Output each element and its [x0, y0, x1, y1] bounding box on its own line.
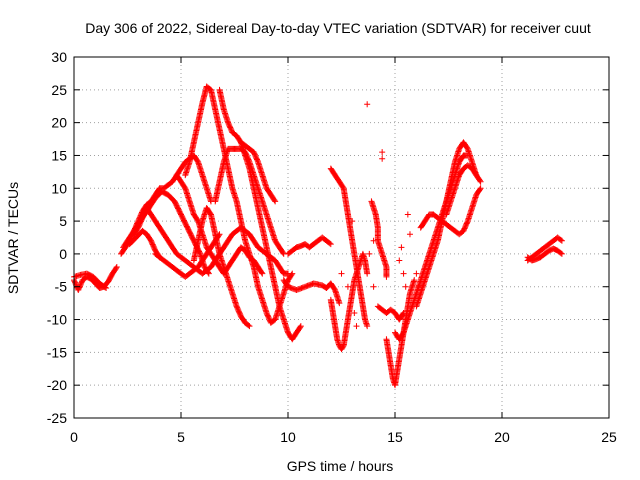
data-point [398, 244, 405, 251]
data-point [103, 285, 110, 292]
data-point [558, 237, 565, 244]
data-point [404, 211, 411, 218]
data-point [366, 250, 373, 257]
y-tick-label: 25 [51, 82, 67, 98]
y-tick-label: 5 [59, 213, 67, 229]
x-axis-label: GPS time / hours [287, 458, 394, 474]
data-point [113, 264, 120, 271]
y-tick-label: 30 [51, 49, 67, 65]
data-point [557, 236, 564, 243]
x-axis-ticks: 0 5 10 15 20 25 [70, 57, 617, 445]
data-point [400, 270, 407, 277]
data-point [353, 323, 360, 330]
y-tick-label: 15 [51, 147, 67, 163]
data-point [473, 172, 480, 179]
data-point [415, 283, 422, 290]
data-point [272, 198, 279, 205]
y-tick-label: 0 [59, 246, 67, 262]
data-point [411, 277, 418, 284]
y-tick-label: -15 [47, 344, 67, 360]
data-point [258, 269, 265, 276]
data-point [476, 186, 483, 193]
data-point [402, 283, 409, 290]
y-tick-label: 20 [51, 115, 67, 131]
data-point [364, 323, 371, 330]
plot-frame [73, 56, 610, 419]
data-point [383, 273, 390, 280]
chart-title: Day 306 of 2022, Sidereal Day-to-day VTE… [85, 20, 591, 36]
x-tick-label: 25 [601, 429, 617, 445]
y-axis-label: SDTVAR / TECUs [5, 182, 21, 294]
data-point [245, 322, 252, 329]
data-point [113, 265, 120, 272]
x-tick-label: 5 [177, 429, 185, 445]
data-point [102, 284, 109, 291]
data-point [558, 250, 565, 257]
gridlines [74, 57, 609, 418]
data-point [351, 309, 358, 316]
data-point [370, 283, 377, 290]
x-tick-label: 10 [280, 429, 296, 445]
data-point [379, 149, 386, 156]
data-point [349, 218, 356, 225]
data-point [476, 177, 483, 184]
data-point [344, 283, 351, 290]
data-point [336, 300, 343, 307]
data-point [364, 101, 371, 108]
data-point [289, 270, 296, 277]
data-point [413, 270, 420, 277]
data-point [246, 323, 253, 330]
data-point [557, 250, 564, 257]
data-point [259, 270, 266, 277]
y-tick-label: -20 [47, 377, 67, 393]
data-point [297, 324, 304, 331]
data-point [280, 249, 287, 256]
data-series [71, 83, 565, 389]
data-point [364, 270, 371, 277]
data-point [396, 257, 403, 264]
data-point [406, 231, 413, 238]
data-point [338, 270, 345, 277]
data-point [477, 185, 484, 192]
y-tick-label: 10 [51, 180, 67, 196]
data-point [245, 157, 252, 164]
y-tick-label: -5 [55, 279, 68, 295]
data-point [379, 155, 386, 162]
data-point [464, 219, 471, 226]
y-tick-label: -10 [47, 312, 67, 328]
data-point [370, 237, 377, 244]
y-tick-label: -25 [47, 410, 67, 426]
data-point [288, 271, 295, 278]
data-point [254, 157, 261, 164]
x-tick-label: 15 [387, 429, 403, 445]
data-point [472, 171, 479, 178]
x-tick-label: 20 [494, 429, 510, 445]
data-point [297, 323, 304, 330]
data-point [477, 178, 484, 185]
y-axis-ticks: -25 -20 -15 -10 -5 0 5 10 15 20 25 30 [47, 49, 609, 426]
data-point [271, 197, 278, 204]
data-point [326, 240, 333, 247]
data-point [327, 241, 334, 248]
x-tick-label: 0 [70, 429, 78, 445]
